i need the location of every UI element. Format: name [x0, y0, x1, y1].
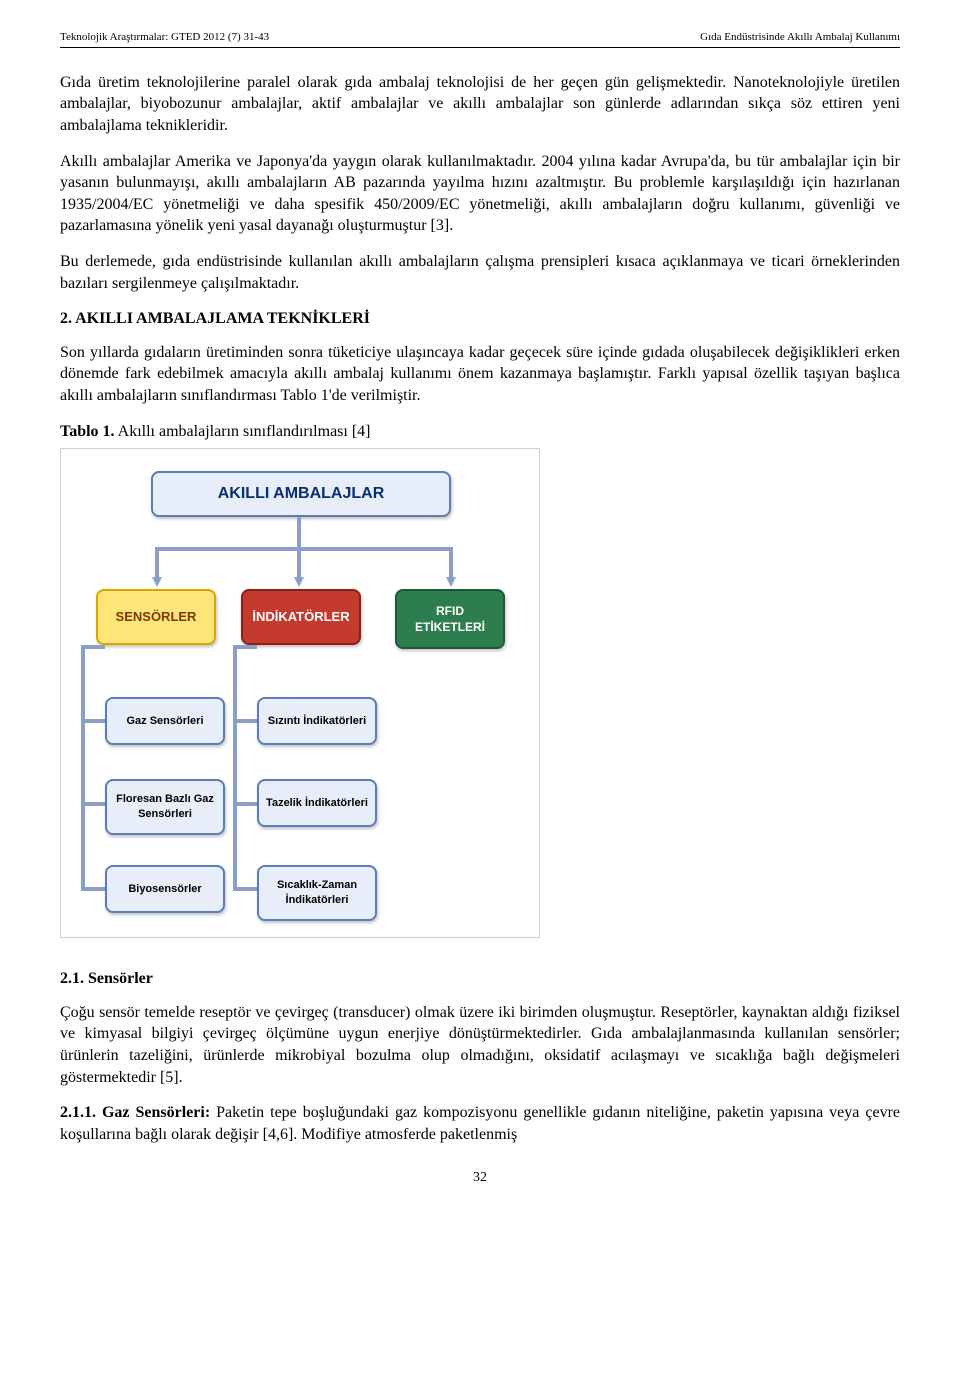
- running-header: Teknolojik Araştırmalar: GTED 2012 (7) 3…: [60, 30, 900, 48]
- diagram-arrow: [152, 577, 162, 587]
- diagram-arrow: [294, 577, 304, 587]
- body-paragraph-6: 2.1.1. Gaz Sensörleri: Paketin tepe boşl…: [60, 1102, 900, 1145]
- diagram-arrow: [446, 577, 456, 587]
- diagram-connector: [81, 719, 105, 723]
- diagram-category-rfid: RFID ETİKETLERİ: [395, 589, 505, 649]
- diagram-leaf-fluorescent-gas: Floresan Bazlı Gaz Sensörleri: [105, 779, 225, 835]
- page-number: 32: [60, 1169, 900, 1188]
- diagram-connector: [155, 547, 159, 579]
- classification-diagram: AKILLI AMBALAJLAR SENSÖRLER İNDİKATÖRLER…: [60, 448, 540, 938]
- diagram-connector: [233, 887, 257, 891]
- header-right: Gıda Endüstrisinde Akıllı Ambalaj Kullan…: [700, 30, 900, 45]
- diagram-connector: [449, 547, 453, 579]
- diagram-connector: [81, 645, 105, 649]
- diagram-connector: [81, 645, 85, 891]
- diagram-connector: [81, 802, 105, 806]
- subsection-2-1-1-label: 2.1.1. Gaz Sensörleri:: [60, 1104, 210, 1121]
- diagram-connector: [297, 547, 301, 579]
- diagram-connector: [81, 887, 105, 891]
- diagram-connector: [233, 645, 257, 649]
- body-paragraph-2: Akıllı ambalajlar Amerika ve Japonya'da …: [60, 151, 900, 237]
- diagram-category-sensors: SENSÖRLER: [96, 589, 216, 645]
- diagram-connector: [233, 802, 257, 806]
- body-paragraph-4: Son yıllarda gıdaların üretiminden sonra…: [60, 342, 900, 407]
- body-paragraph-3: Bu derlemede, gıda endüstrisinde kullanı…: [60, 251, 900, 294]
- body-paragraph-5: Çoğu sensör temelde reseptör ve çevirgeç…: [60, 1002, 900, 1088]
- diagram-root-box: AKILLI AMBALAJLAR: [151, 471, 451, 517]
- section-2-heading: 2. AKILLI AMBALAJLAMA TEKNİKLERİ: [60, 308, 900, 330]
- header-left: Teknolojik Araştırmalar: GTED 2012 (7) 3…: [60, 30, 269, 45]
- table-1-label: Tablo 1.: [60, 423, 115, 440]
- table-1-caption-text: Akıllı ambalajların sınıflandırılması [4…: [115, 423, 371, 440]
- diagram-leaf-freshness-ind: Tazelik İndikatörleri: [257, 779, 377, 827]
- diagram-connector: [233, 719, 257, 723]
- diagram-connector: [233, 645, 237, 891]
- diagram-leaf-biosensors: Biyosensörler: [105, 865, 225, 913]
- diagram-leaf-time-temp-ind: Sıcaklık-Zaman İndikatörleri: [257, 865, 377, 921]
- diagram-connector: [155, 547, 453, 551]
- body-paragraph-1: Gıda üretim teknolojilerine paralel olar…: [60, 72, 900, 137]
- section-2-1-heading: 2.1. Sensörler: [60, 968, 900, 990]
- diagram-leaf-gas-sensors: Gaz Sensörleri: [105, 697, 225, 745]
- diagram-leaf-leak-indicators: Sızıntı İndikatörleri: [257, 697, 377, 745]
- diagram-category-indicators: İNDİKATÖRLER: [241, 589, 361, 645]
- table-1-caption: Tablo 1. Akıllı ambalajların sınıflandır…: [60, 421, 900, 443]
- diagram-connector: [297, 517, 301, 547]
